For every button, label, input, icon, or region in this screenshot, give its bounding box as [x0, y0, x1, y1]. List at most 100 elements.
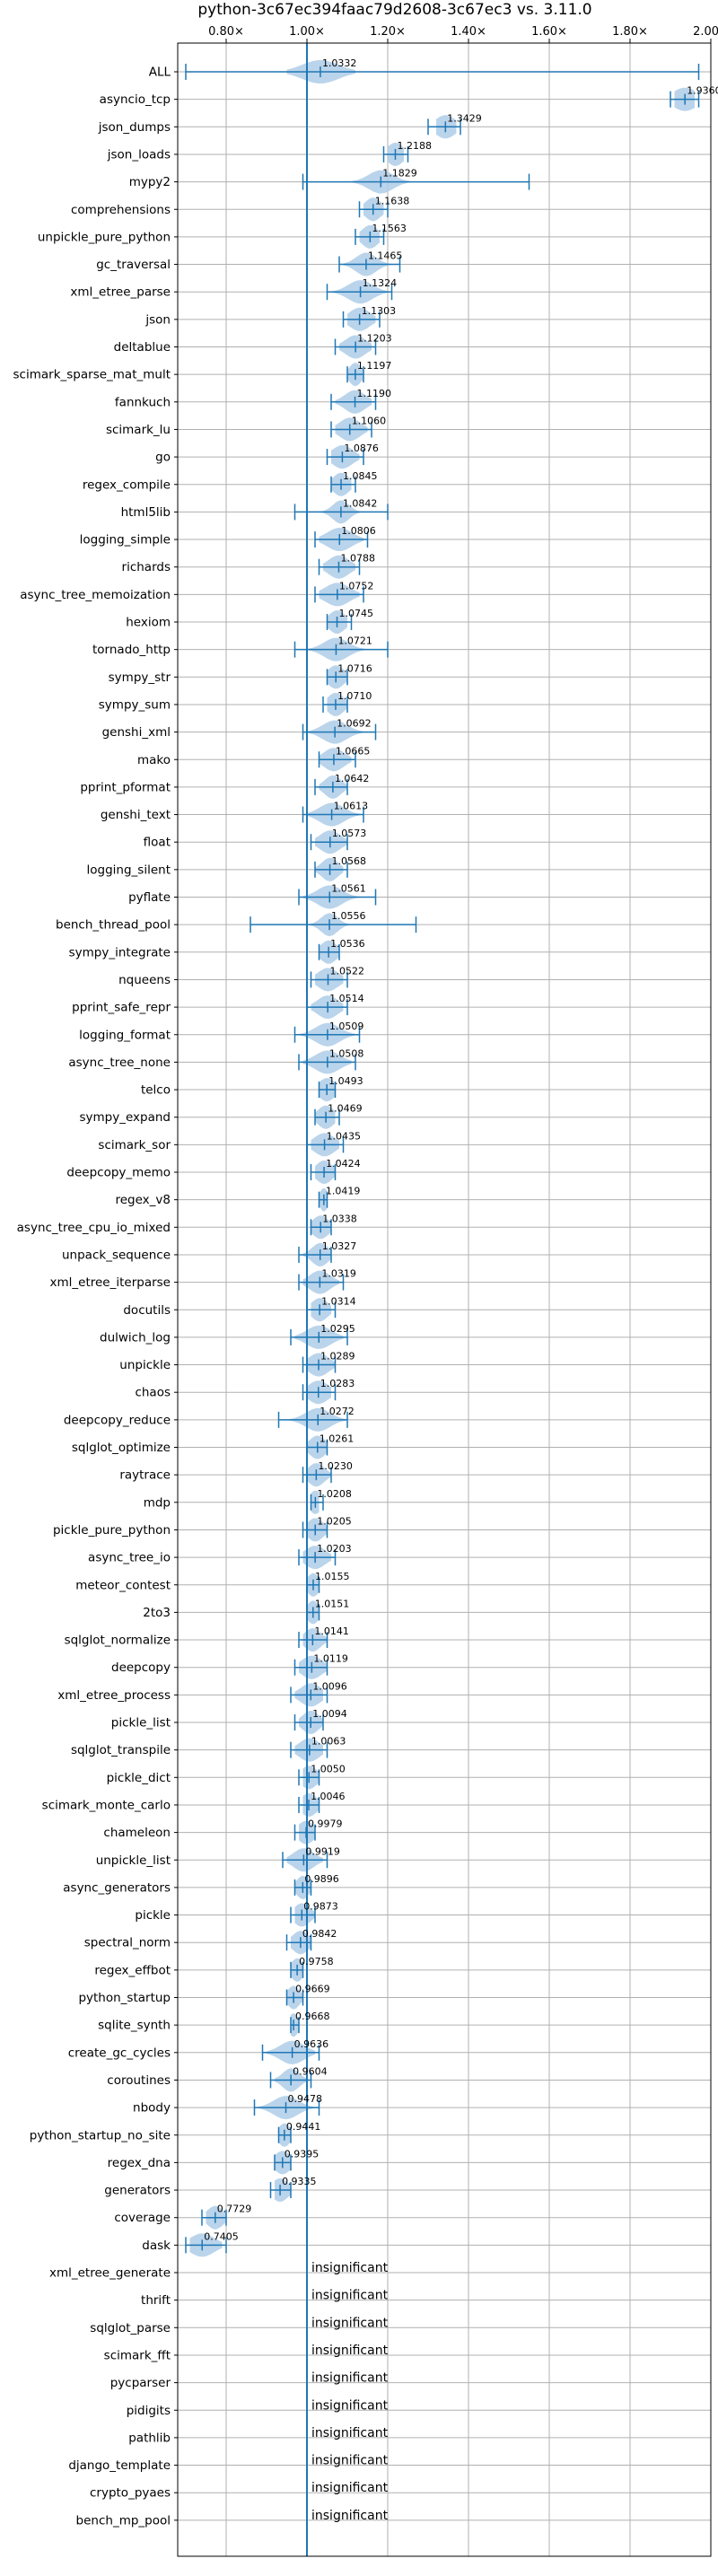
benchmark-row: json_loads 1.2188 [107, 140, 432, 162]
value-label: 1.0469 [328, 1103, 363, 1115]
benchmark-row: async_tree_none 1.0508 [68, 1047, 364, 1071]
benchmark-name-label: create_gc_cycles [68, 2046, 171, 2060]
benchmark-row: sympy_sum 1.0710 [99, 690, 372, 713]
value-label: 1.0435 [327, 1130, 362, 1142]
value-label: 1.0493 [328, 1075, 363, 1087]
benchmark-row: docutils 1.0314 [123, 1295, 356, 1319]
benchmark-name-label: xml_etree_parse [70, 285, 171, 300]
benchmark-name-label: bench_mp_pool [76, 2513, 171, 2528]
value-label: 1.0752 [339, 580, 374, 591]
value-label: 1.0710 [337, 690, 372, 702]
benchmark-row: thrift insignificant [141, 2289, 389, 2309]
benchmark-row: create_gc_cycles 0.9636 [68, 2038, 328, 2061]
benchmark-row: xml_etree_process 1.0096 [57, 1680, 347, 1704]
benchmark-name-label: meteor_contest [75, 1578, 171, 1592]
plot-frame [177, 42, 712, 2557]
benchmark-name-label: scimark_lu [106, 423, 171, 437]
value-label: 0.9758 [299, 1956, 334, 1967]
benchmark-rows: ALL 1.0332 asyncio_tcp 1.9360 json_dumps 1.34… [13, 57, 718, 2528]
value-label: 1.0876 [344, 442, 379, 454]
benchmark-name-label: deepcopy_reduce [64, 1413, 171, 1427]
benchmark-name-label: pickle_list [111, 1716, 171, 1730]
benchmark-name-label: float [144, 836, 171, 850]
value-label: 1.0508 [329, 1047, 364, 1059]
benchmark-row: unpickle_pure_python 1.1563 [38, 223, 407, 245]
benchmark-row: richards 1.0788 [122, 553, 375, 575]
benchmark-row: regex_compile 1.0845 [83, 470, 378, 493]
benchmark-name-label: nbody [133, 2101, 171, 2116]
benchmark-row: crypto_pyaes insignificant [90, 2481, 389, 2501]
benchmark-row: meteor_contest 1.0155 [75, 1571, 349, 1593]
benchmark-name-label: pidigits [127, 2404, 171, 2418]
value-label: 1.1638 [375, 195, 410, 206]
benchmark-row: telco 1.0493 [141, 1075, 363, 1099]
benchmark-row: raytrace 1.0230 [119, 1460, 353, 1484]
benchmark-name-label: pickle_dict [107, 1771, 171, 1785]
value-label: 0.9478 [288, 2093, 323, 2105]
benchmark-name-label: python_startup_no_site [30, 2128, 171, 2142]
benchmark-name-label: deepcopy [111, 1660, 171, 1675]
insignificant-label: insignificant [311, 2398, 389, 2413]
benchmark-row: pidigits insignificant [127, 2398, 389, 2418]
value-label: 1.0568 [332, 855, 367, 867]
benchmark-name-label: scimark_monte_carlo [42, 1798, 171, 1812]
benchmark-name-label: genshi_xml [102, 725, 171, 740]
benchmark-row: unpack_sequence 1.0327 [62, 1240, 356, 1263]
benchmark-name-label: raytrace [119, 1468, 171, 1483]
value-label: 1.0314 [321, 1295, 356, 1307]
benchmark-row: comprehensions 1.1638 [71, 195, 410, 218]
benchmark-name-label: sqlglot_parse [90, 2321, 171, 2335]
benchmark-name-label: xml_etree_generate [49, 2266, 171, 2281]
insignificant-label: insignificant [311, 2371, 389, 2386]
benchmark-row: scimark_sparse_mat_mult 1.1197 [13, 360, 391, 383]
benchmark-name-label: async_generators [63, 1880, 171, 1895]
benchmark-name-label: dulwich_log [100, 1330, 171, 1345]
benchmark-row: pprint_safe_repr 1.0514 [72, 993, 364, 1016]
benchmark-row: nqueens 1.0522 [118, 965, 364, 988]
benchmark-row: mako 1.0665 [137, 745, 370, 768]
value-label: 0.9668 [295, 2011, 330, 2022]
value-label: 1.0063 [311, 1736, 346, 1748]
benchmark-name-label: unpickle_list [96, 1853, 171, 1868]
insignificant-label: insignificant [311, 2261, 389, 2275]
benchmark-name-label: pathlib [128, 2431, 171, 2445]
benchmark-row: scimark_sor 1.0435 [98, 1130, 362, 1153]
benchmark-row: dask 0.7405 [142, 2230, 239, 2254]
benchmark-row: bench_mp_pool insignificant [76, 2509, 389, 2528]
benchmark-row: deepcopy_reduce 1.0272 [64, 1406, 355, 1428]
benchmark-row: 2to3 1.0151 [143, 1598, 349, 1621]
benchmark-row: regex_v8 1.0419 [115, 1186, 360, 1208]
value-label: 1.0536 [330, 938, 365, 950]
benchmark-row: async_generators 0.9896 [63, 1873, 339, 1896]
x-tick-label: 2.00× [693, 25, 718, 39]
benchmark-name-label: generators [104, 2184, 171, 2198]
x-tick-label: 1.80× [612, 25, 648, 39]
benchmark-row: tornado_http 1.0721 [92, 635, 389, 658]
value-label: 1.0295 [320, 1323, 355, 1335]
benchmark-name-label: coverage [114, 2211, 171, 2225]
value-label: 1.0289 [320, 1351, 355, 1362]
value-label: 1.0096 [312, 1680, 347, 1692]
benchmark-name-label: tornado_http [92, 643, 171, 657]
value-label: 1.0155 [315, 1571, 350, 1582]
insignificant-label: insignificant [311, 2509, 389, 2523]
benchmark-name-label: scimark_sparse_mat_mult [13, 368, 171, 382]
value-label: 1.0119 [313, 1653, 348, 1665]
benchmark-name-label: json [144, 312, 171, 327]
benchmark-name-label: chaos [135, 1386, 171, 1400]
value-label: 1.1829 [382, 168, 417, 180]
value-label: 1.0283 [320, 1378, 355, 1389]
benchmark-row: coverage 0.7729 [114, 2204, 251, 2226]
value-label: 1.0319 [321, 1268, 356, 1280]
benchmark-row: sqlite_synth 0.9668 [98, 2011, 330, 2034]
benchmark-row: pickle 0.9873 [135, 1901, 338, 1923]
value-label: 1.1190 [357, 388, 392, 399]
benchmark-row: json_dumps 1.3429 [98, 112, 482, 136]
benchmark-row: xml_etree_iterparse 1.0319 [50, 1268, 356, 1291]
benchmark-name-label: regex_v8 [115, 1193, 171, 1207]
value-label: 1.0272 [320, 1406, 355, 1417]
benchmark-name-label: pycparser [110, 2376, 171, 2390]
benchmark-row: float 1.0573 [144, 828, 366, 851]
benchmark-name-label: hexiom [126, 616, 171, 630]
